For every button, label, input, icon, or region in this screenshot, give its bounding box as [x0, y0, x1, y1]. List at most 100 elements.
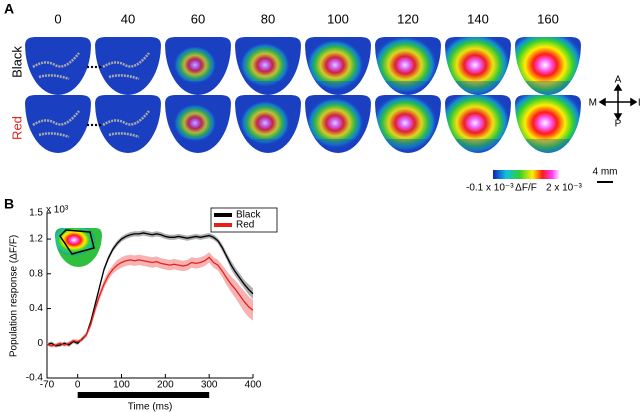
row-label: Black: [9, 46, 24, 78]
inset-roi: [59, 229, 95, 255]
activity: [173, 103, 217, 143]
frame-bottom: [515, 81, 581, 95]
legend-box: [210, 207, 278, 233]
frame: [305, 95, 371, 153]
frame-bottom: [375, 139, 441, 153]
frame: [25, 37, 91, 95]
frame: [445, 37, 511, 95]
row-label: Red: [9, 116, 24, 140]
dot: [90, 123, 94, 127]
series-line: [46, 256, 254, 347]
frame-background: [25, 95, 91, 153]
frame-bottom: [375, 81, 441, 95]
activity: [375, 37, 438, 95]
dot: [94, 123, 98, 127]
frame-bottom: [445, 139, 511, 153]
activity: [445, 95, 511, 153]
vessel: [32, 52, 80, 81]
activity: [239, 42, 291, 88]
activity: [173, 45, 217, 85]
x-tick-label: 100: [113, 380, 130, 391]
frame-bottom: [305, 139, 371, 153]
x-tick-label: 200: [157, 380, 174, 391]
frame: [515, 95, 581, 153]
y-tick-label: 0.4: [29, 303, 43, 314]
frame: [165, 95, 231, 153]
stimulus-bar: [77, 392, 210, 398]
colorbar-label: ΔF/F: [515, 183, 537, 194]
time-label: 80: [261, 11, 275, 26]
time-label: 160: [537, 11, 559, 26]
y-tick-label: 0.8: [29, 268, 43, 279]
frame: [235, 37, 301, 95]
frame: [95, 95, 161, 153]
dot: [90, 65, 94, 69]
dot: [94, 65, 98, 69]
time-label: 120: [397, 11, 419, 26]
colorbar-label: 2 x 10⁻³: [546, 183, 583, 194]
panel-label: A: [4, 1, 14, 17]
y-tick-label: 1.2: [29, 234, 43, 245]
frame-bottom: [95, 81, 161, 95]
vessel: [32, 110, 80, 139]
colorbar: [493, 170, 559, 179]
frame-bottom: [305, 81, 371, 95]
frame-bottom: [235, 139, 301, 153]
frame-bottom: [95, 139, 161, 153]
time-label: 40: [121, 11, 135, 26]
frame-bottom: [25, 81, 91, 95]
legend-label: Red: [236, 220, 254, 231]
activity: [306, 39, 364, 91]
colorbar-label: -0.1 x 10⁻³: [466, 183, 514, 194]
compass-label: L: [638, 98, 640, 109]
y-tick-label: 0: [37, 338, 43, 349]
vessel: [102, 110, 150, 139]
activity: [445, 37, 511, 95]
time-label: 140: [467, 11, 489, 26]
activity: [306, 97, 364, 149]
frame-background: [95, 95, 161, 153]
frame: [95, 37, 161, 95]
frame-background: [95, 37, 161, 95]
compass-label: P: [615, 119, 622, 130]
time-label: 0: [54, 11, 61, 26]
x-tick-label: 0: [75, 380, 81, 391]
y-tick-label: 1.5: [29, 208, 43, 219]
frame-bottom: [515, 139, 581, 153]
frame: [235, 95, 301, 153]
scale-bar-label: 4 mm: [593, 167, 618, 178]
frame-bottom: [445, 81, 511, 95]
frame: [445, 95, 511, 153]
frame: [305, 37, 371, 95]
frame: [375, 95, 441, 153]
compass-heads: [598, 83, 638, 121]
frame: [375, 37, 441, 95]
x-tick-label: 300: [201, 380, 218, 391]
y-axis-label: Population response (ΔF/F): [9, 235, 20, 357]
vessel: [102, 52, 150, 81]
panel-label: B: [4, 196, 14, 212]
frame-bottom: [235, 81, 301, 95]
compass: [598, 83, 638, 121]
frame-bottom: [165, 139, 231, 153]
dot: [98, 65, 102, 69]
y-tick-label: -0.4: [26, 373, 44, 384]
frame-background: [25, 37, 91, 95]
dot: [86, 123, 90, 127]
legend-label: Black: [236, 210, 261, 221]
compass-label: M: [589, 98, 597, 109]
y-multiplier: x 10³: [46, 205, 69, 216]
x-tick-label: 400: [245, 380, 262, 391]
frame-bottom: [165, 81, 231, 95]
activity: [375, 95, 438, 153]
x-tick-label: -70: [40, 380, 55, 391]
time-label: 100: [327, 11, 349, 26]
inset-activity: [55, 228, 96, 256]
frame-bottom: [25, 139, 91, 153]
frame: [515, 37, 581, 95]
frame: [25, 95, 91, 153]
dot: [86, 65, 90, 69]
frame: [165, 37, 231, 95]
